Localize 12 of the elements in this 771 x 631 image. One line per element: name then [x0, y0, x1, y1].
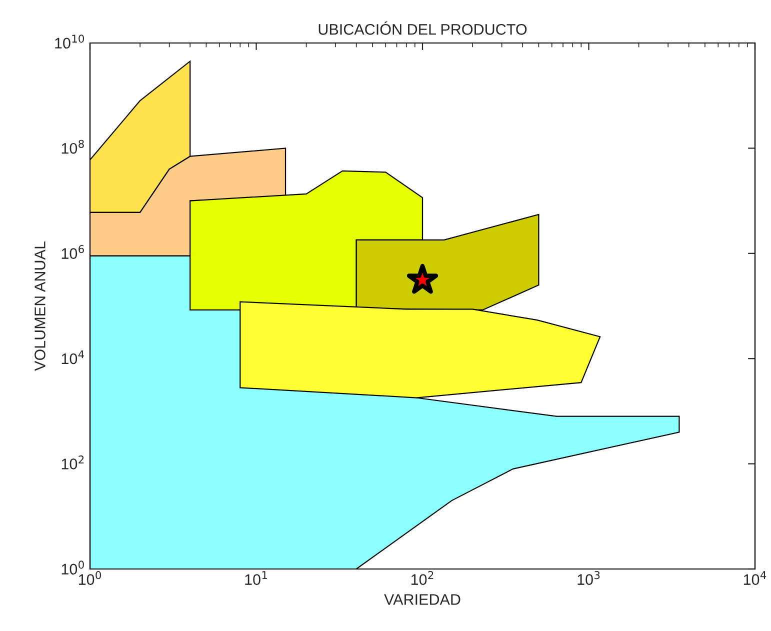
x-tick-label: 10$^{1}$ — [245, 571, 267, 585]
y-tick-label: 10$^{8}$ — [62, 140, 84, 154]
y-tick-label: 10$^{2}$ — [62, 455, 84, 470]
y-tick-label: 10$^{6}$ — [62, 245, 84, 259]
chart-title: UBICACIÓN DEL PRODUCTO — [318, 21, 527, 35]
y-tick-label: 10$^{4}$ — [62, 350, 84, 364]
x-tick-label: 10$^{2}$ — [411, 571, 434, 585]
x-axis-title: VARIEDAD — [384, 594, 460, 605]
y-axis-title: VOLUMEN ANUAL — [34, 242, 46, 371]
x-tick-label: 10$^{4}$ — [744, 571, 766, 585]
x-tick-label: 10$^{3}$ — [578, 571, 600, 585]
y-tick-label: 10$^{10}$ — [55, 34, 84, 49]
